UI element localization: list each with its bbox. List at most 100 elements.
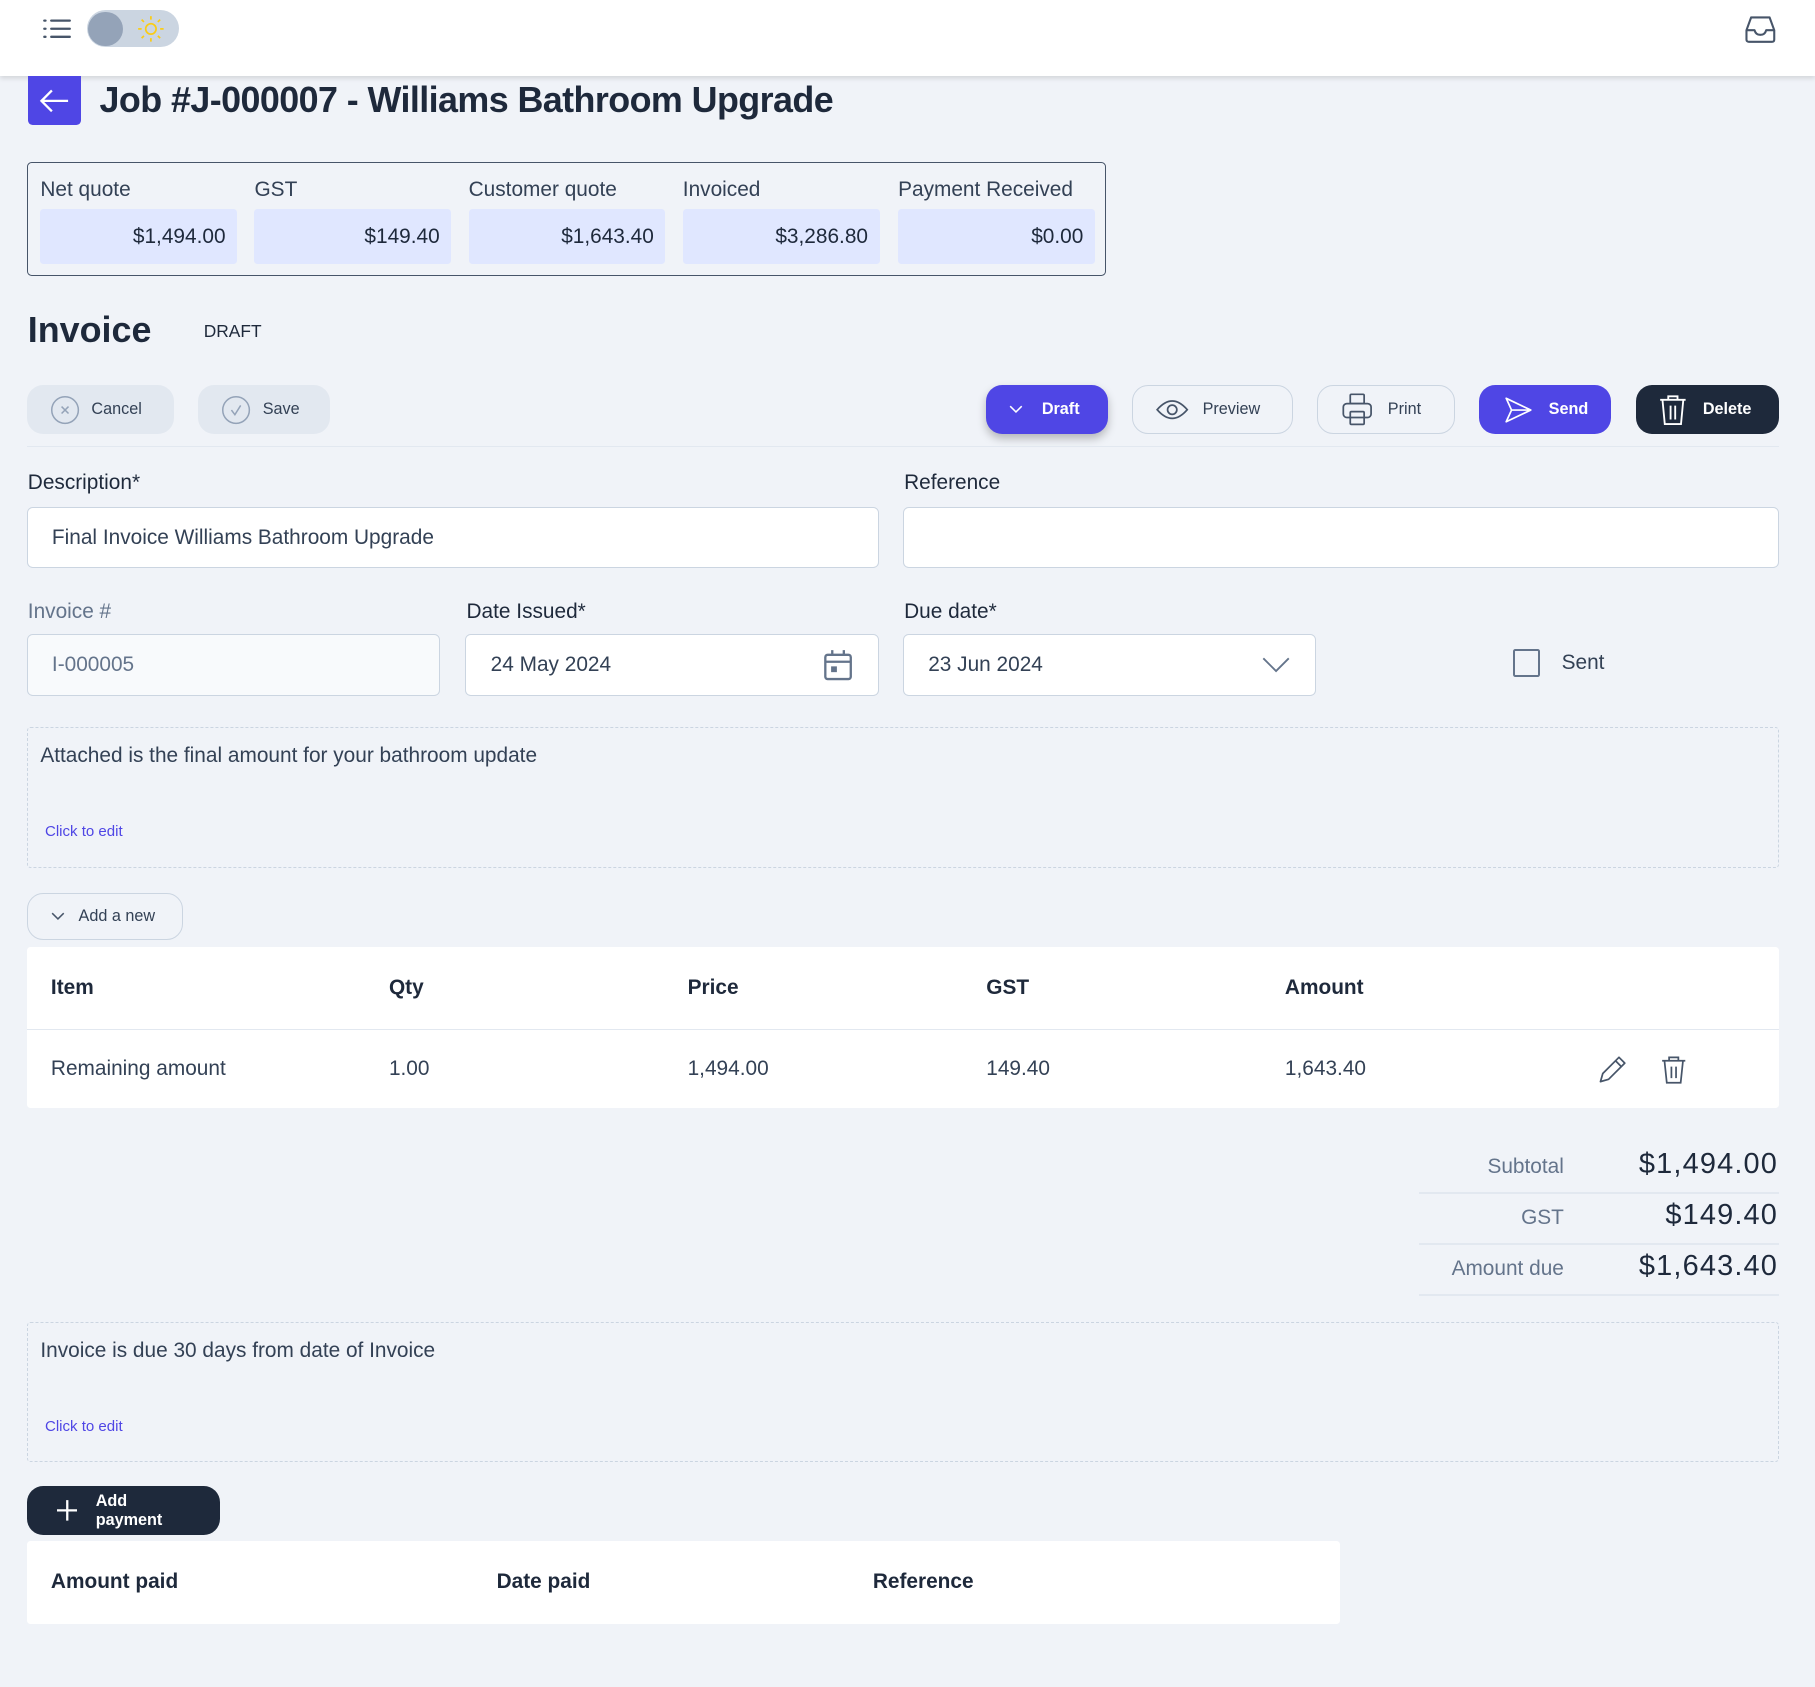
- terms-text: Invoice is due 30 days from date of Invo…: [40, 1339, 436, 1363]
- summary-value: $1,643.40: [468, 209, 666, 264]
- chevron-down-icon: [1262, 657, 1290, 673]
- invoice-number-input: I-000005: [26, 634, 440, 696]
- subtotal-value: $1,494.00: [1638, 1148, 1779, 1181]
- summary-value: $3,286.80: [682, 209, 880, 264]
- summary-value: $0.00: [898, 209, 1095, 264]
- item-cell: Remaining amount: [50, 1056, 226, 1080]
- summary-value: $1,494.00: [40, 209, 238, 264]
- qty-cell: 1.00: [388, 1056, 430, 1080]
- click-to-edit-link[interactable]: Click to edit: [44, 1417, 123, 1435]
- reference-label: Reference: [904, 471, 1001, 495]
- calendar-icon[interactable]: [823, 649, 853, 681]
- column-header: Qty: [388, 975, 424, 999]
- save-label: Save: [262, 400, 300, 419]
- trash-icon[interactable]: [1661, 1055, 1686, 1085]
- draft-label: Draft: [1041, 400, 1080, 419]
- column-header: Amount paid: [50, 1569, 179, 1593]
- column-header: Reference: [872, 1569, 974, 1593]
- menu-list-icon[interactable]: [42, 16, 72, 41]
- print-label: Print: [1387, 400, 1422, 419]
- status-badge: DRAFT: [203, 320, 262, 341]
- page-title: Job #J-000007 - Williams Bathroom Upgrad…: [99, 80, 834, 121]
- column-header: Amount: [1284, 975, 1364, 999]
- table-divider: [26, 1029, 1780, 1031]
- add-new-label: Add a new: [78, 906, 156, 925]
- eye-icon: [1156, 400, 1189, 420]
- preview-label: Preview: [1202, 400, 1261, 419]
- back-button[interactable]: [27, 76, 82, 125]
- plus-icon: [56, 1500, 78, 1521]
- date-issued-label: Date Issued*: [466, 599, 586, 623]
- delete-label: Delete: [1702, 400, 1752, 419]
- inbox-icon[interactable]: [1743, 14, 1778, 44]
- summary-value: $149.40: [254, 209, 452, 264]
- amount-due-row: Amount due $1,643.40: [1419, 1246, 1780, 1297]
- description-input[interactable]: Final Invoice Williams Bathroom Upgrade: [26, 507, 879, 569]
- column-header: GST: [986, 975, 1030, 999]
- chevron-down-icon: [1010, 405, 1023, 414]
- due-date-label: Due date*: [904, 599, 997, 623]
- amount-cell: 1,643.40: [1284, 1056, 1366, 1080]
- gst-total-row: GST $149.40: [1419, 1195, 1780, 1246]
- check-circle-icon: [222, 395, 251, 424]
- sent-label: Sent: [1561, 650, 1605, 674]
- delete-button[interactable]: Delete: [1635, 385, 1780, 435]
- print-button[interactable]: Print: [1317, 385, 1456, 435]
- subtotal-label: Subtotal: [1487, 1155, 1564, 1179]
- job-summary: Net quote $1,494.00 GST $149.40 Customer…: [26, 162, 1107, 277]
- invoice-heading: Invoice: [27, 310, 152, 351]
- toggle-knob: [87, 11, 123, 47]
- column-header: Price: [687, 975, 739, 999]
- trash-icon: [1659, 394, 1686, 425]
- summary-label: Invoiced: [682, 178, 761, 202]
- invoice-notes[interactable]: Attached is the final amount for your ba…: [26, 726, 1780, 869]
- reference-input[interactable]: [902, 507, 1780, 569]
- sun-icon: [137, 16, 164, 42]
- notes-text: Attached is the final amount for your ba…: [40, 744, 538, 768]
- arrow-left-icon: [40, 89, 69, 112]
- theme-toggle[interactable]: [86, 10, 180, 48]
- send-label: Send: [1548, 400, 1589, 419]
- items-table: Item Qty Price GST Amount Remaining amou…: [26, 946, 1780, 1108]
- summary-label: Payment Received: [898, 178, 1073, 202]
- gst-total-value: $149.40: [1665, 1199, 1779, 1232]
- top-bar: [0, 0, 1815, 77]
- column-header: Date paid: [496, 1569, 591, 1593]
- send-button[interactable]: Send: [1479, 385, 1612, 435]
- amount-due-value: $1,643.40: [1638, 1250, 1779, 1283]
- payments-table: Amount paid Date paid Reference: [26, 1540, 1341, 1625]
- printer-icon: [1342, 393, 1373, 426]
- preview-button[interactable]: Preview: [1132, 385, 1294, 435]
- divider: [26, 445, 1780, 447]
- sent-checkbox[interactable]: [1512, 649, 1541, 677]
- table-row: Remaining amount 1.00 1,494.00 149.40 1,…: [27, 1030, 1780, 1108]
- chevron-down-icon: [51, 912, 65, 920]
- gst-cell: 149.40: [986, 1056, 1050, 1080]
- cancel-label: Cancel: [91, 400, 142, 419]
- save-button[interactable]: Save: [197, 385, 330, 435]
- date-issued-input[interactable]: 24 May 2024: [465, 634, 879, 696]
- send-icon: [1504, 397, 1532, 423]
- click-to-edit-link[interactable]: Click to edit: [44, 822, 123, 840]
- subtotal-row: Subtotal $1,494.00: [1419, 1144, 1780, 1195]
- description-label: Description*: [27, 471, 141, 495]
- draft-status-dropdown[interactable]: Draft: [986, 385, 1108, 435]
- amount-due-label: Amount due: [1451, 1257, 1564, 1281]
- due-date-value: 23 Jun 2024: [928, 653, 1043, 677]
- cancel-button[interactable]: Cancel: [26, 385, 174, 435]
- pencil-icon[interactable]: [1597, 1055, 1627, 1085]
- add-payment-button[interactable]: Add payment: [26, 1486, 220, 1535]
- add-new-dropdown[interactable]: Add a new: [26, 892, 183, 940]
- date-issued-value: 24 May 2024: [490, 653, 612, 677]
- x-circle-icon: [50, 395, 79, 424]
- summary-label: Customer quote: [468, 178, 617, 202]
- invoice-number-value: I-000005: [51, 653, 135, 677]
- gst-total-label: GST: [1521, 1206, 1564, 1230]
- invoice-terms[interactable]: Invoice is due 30 days from date of Invo…: [26, 1321, 1780, 1463]
- column-header: Item: [50, 975, 94, 999]
- summary-label: Net quote: [40, 178, 131, 202]
- add-payment-label: Add payment: [95, 1491, 163, 1529]
- invoice-number-label: Invoice #: [27, 599, 112, 623]
- due-date-select[interactable]: 23 Jun 2024: [902, 634, 1317, 696]
- price-cell: 1,494.00: [687, 1056, 769, 1080]
